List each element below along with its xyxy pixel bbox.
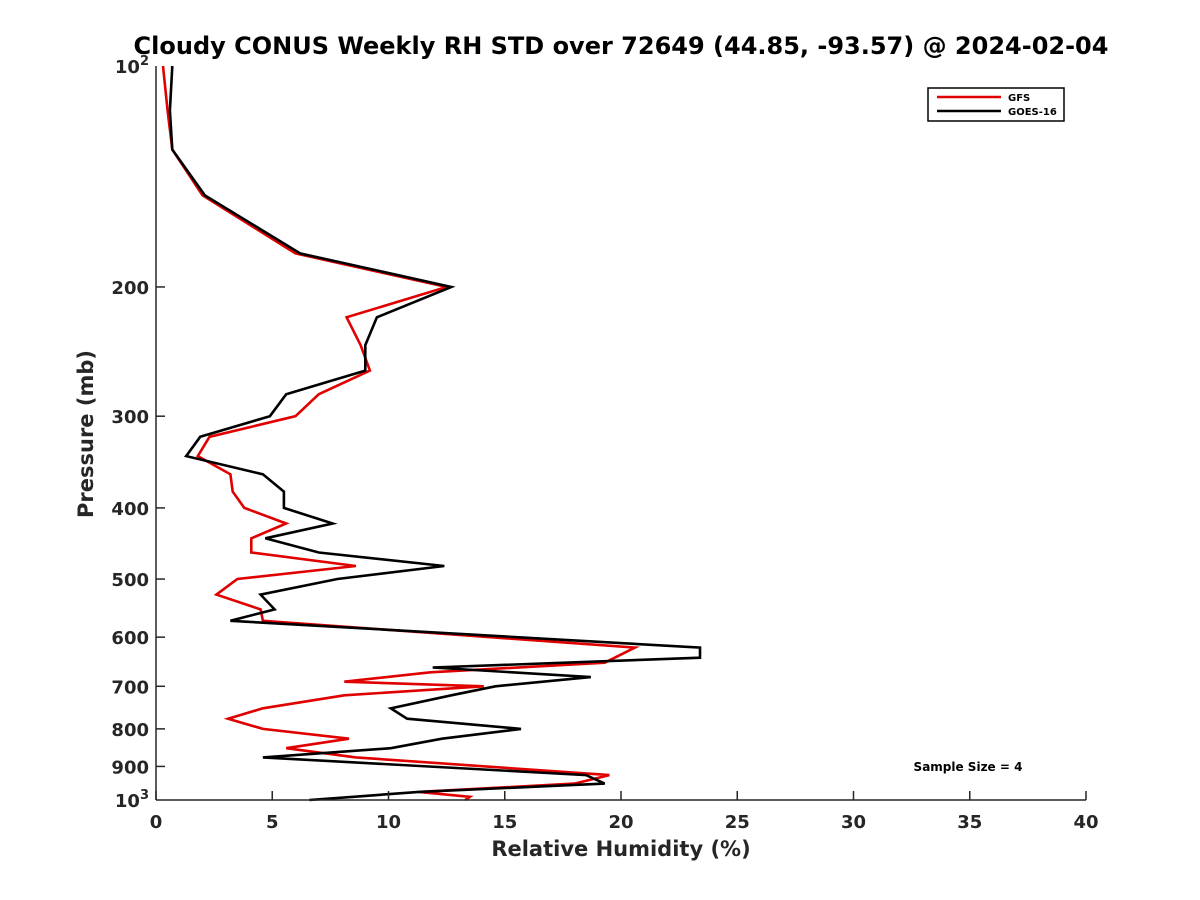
y-tick-label-bottom: 103 xyxy=(115,788,149,812)
x-tick-label: 15 xyxy=(492,812,517,833)
series-line-gfs xyxy=(161,65,640,802)
y-tick-label: 900 xyxy=(111,757,149,778)
x-axis: 0 5 10 15 20 25 30 35 40 xyxy=(150,791,1099,833)
x-axis-label: Relative Humidity (%) xyxy=(491,837,750,861)
legend: GFS GOES-16 xyxy=(927,87,1065,122)
y-tick-label: 300 xyxy=(111,407,149,428)
x-tick-label: 10 xyxy=(376,812,401,833)
y-tick-label: 600 xyxy=(111,628,149,649)
y-tick-label: 200 xyxy=(111,278,149,299)
x-tick-label: 25 xyxy=(725,812,750,833)
y-tick-label-top: 102 xyxy=(115,54,149,78)
x-tick-label: 40 xyxy=(1073,812,1098,833)
y-tick-label: 400 xyxy=(111,499,149,520)
y-tick-label: 500 xyxy=(111,570,149,591)
legend-label-goes-16: GOES-16 xyxy=(1008,107,1057,118)
x-tick-label: 20 xyxy=(608,812,633,833)
y-tick-label: 700 xyxy=(111,677,149,698)
plot-area xyxy=(161,65,702,802)
y-axis-label: Pressure (mb) xyxy=(74,350,98,518)
chart-title: Cloudy CONUS Weekly RH STD over 72649 (4… xyxy=(134,32,1109,60)
x-tick-label: 30 xyxy=(841,812,866,833)
legend-box xyxy=(927,87,1065,122)
y-axis: 200 300 400 500 600 700 800 900 102 103 xyxy=(111,54,165,812)
y-tick-label: 800 xyxy=(111,720,149,741)
series-line-goes-16 xyxy=(168,65,702,802)
x-tick-label: 35 xyxy=(957,812,982,833)
legend-label-gfs: GFS xyxy=(1008,93,1030,104)
sample-size-annotation: Sample Size = 4 xyxy=(914,760,1023,774)
x-tick-label: 0 xyxy=(150,812,163,833)
x-tick-label: 5 xyxy=(266,812,279,833)
